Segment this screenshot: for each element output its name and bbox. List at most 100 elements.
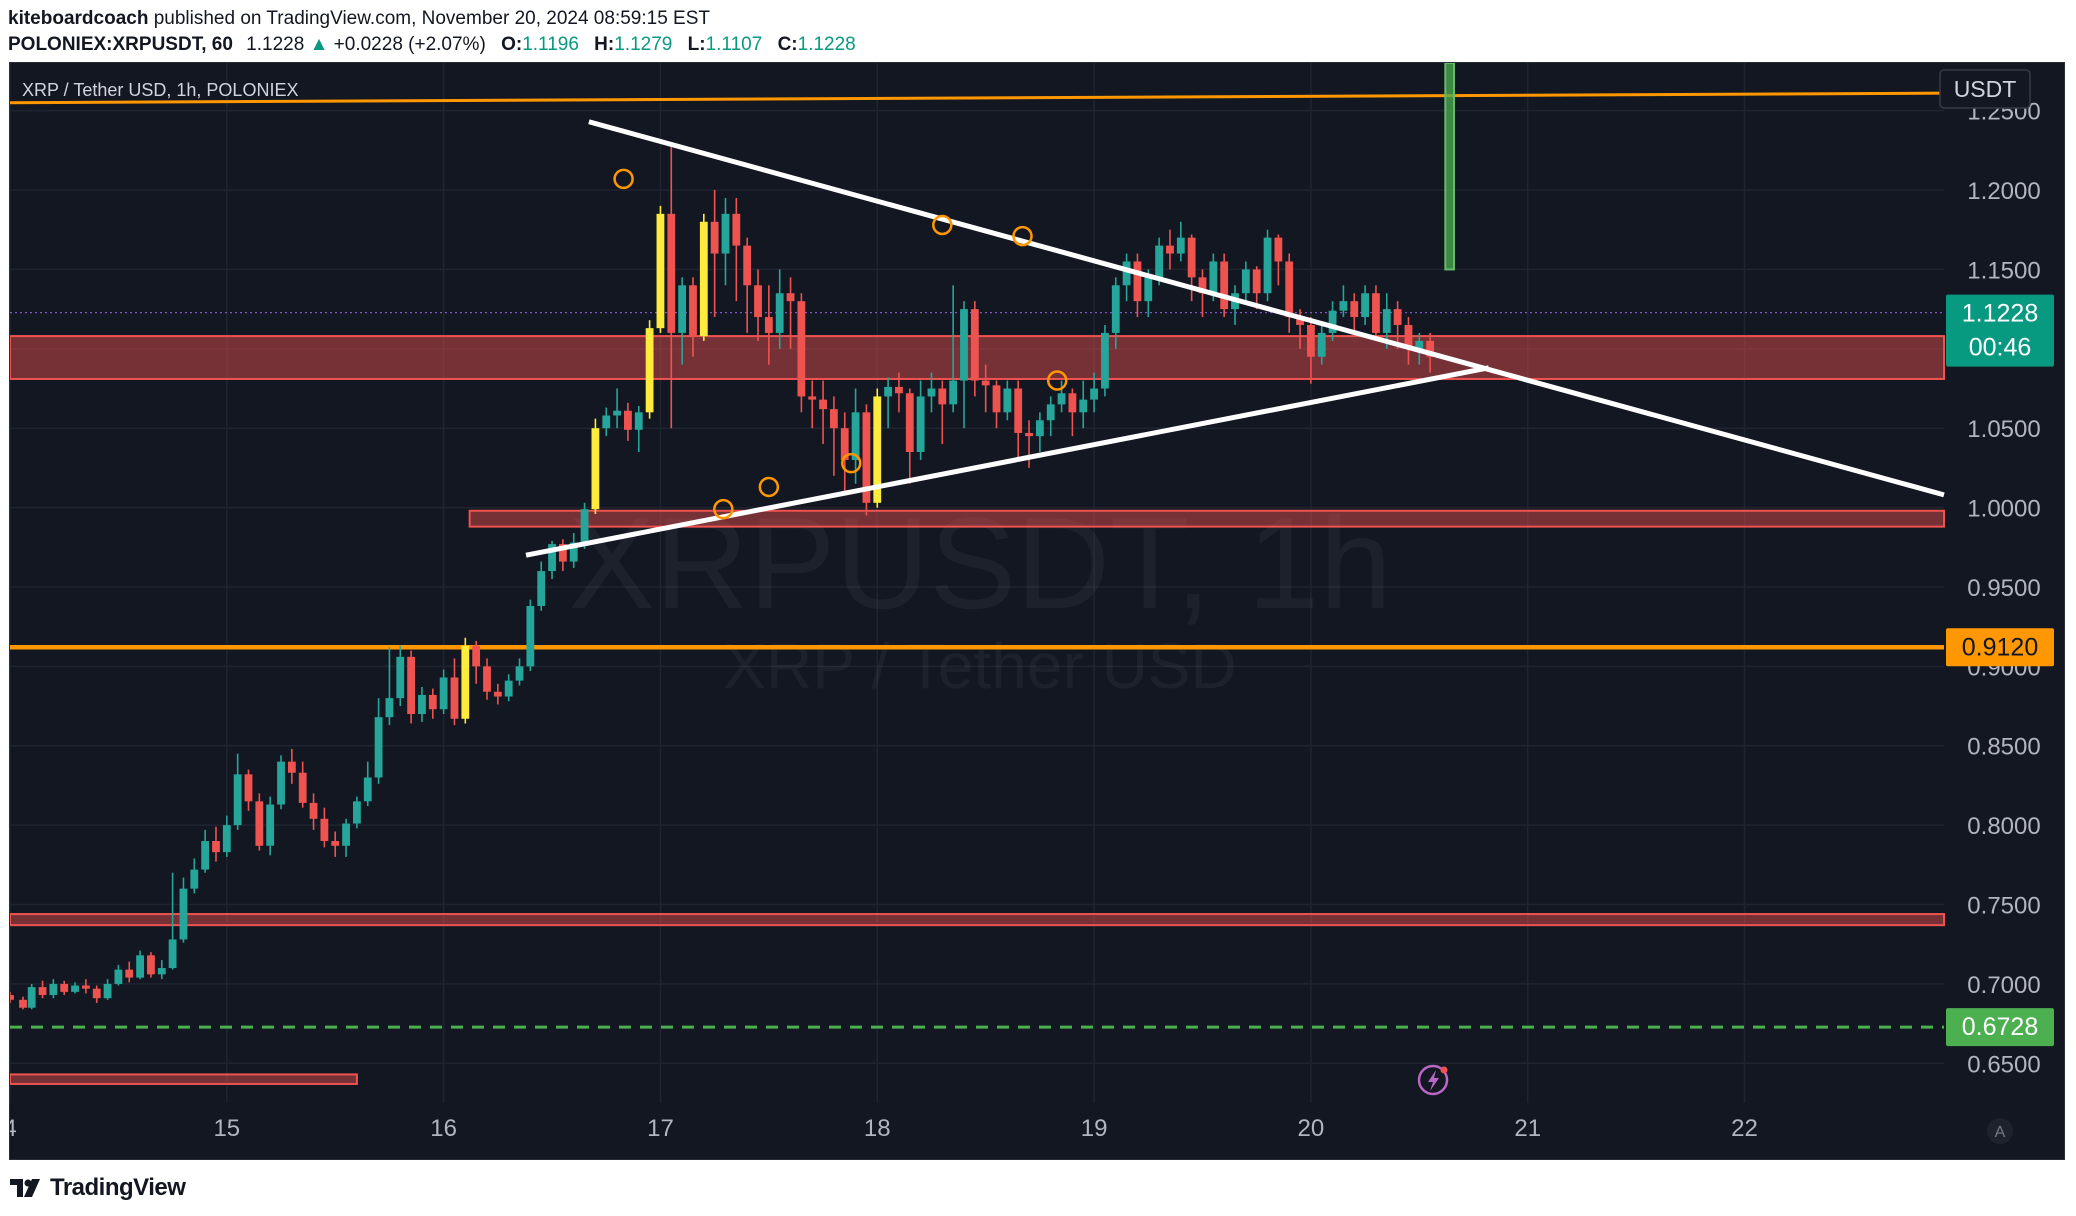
candle-body [905, 393, 914, 453]
candle-body [136, 955, 144, 978]
candle-body [244, 774, 253, 802]
candle-body [38, 987, 47, 996]
candle-body [1003, 388, 1012, 413]
orange-line-badge: 0.9120 [1946, 628, 2054, 667]
last-price: 1.1228 [246, 34, 305, 55]
candle-body [396, 656, 405, 699]
open-label: O: [501, 34, 523, 55]
candle-body [1263, 237, 1272, 294]
candle-body [732, 213, 741, 246]
candle-body [1296, 317, 1304, 325]
candle-body [634, 412, 643, 430]
close-label: C: [777, 34, 798, 55]
candle-body [493, 691, 502, 697]
candle-body [49, 983, 58, 996]
candle-body [147, 955, 155, 975]
candle-body [1176, 237, 1185, 254]
candle-body [255, 801, 264, 846]
auto-scale-button[interactable]: A [1987, 1118, 2013, 1144]
candle-body [1133, 261, 1142, 302]
price-tick-label: 1.0500 [1967, 416, 2040, 443]
candle-body [1220, 261, 1229, 310]
candle-body [667, 213, 676, 333]
candle-body [114, 969, 123, 984]
chart-header: kiteboardcoach published on TradingView.… [8, 6, 2068, 62]
up-arrow-icon: ▲ [309, 34, 329, 55]
candle-body [504, 680, 513, 697]
time-tick-label: 17 [647, 1115, 674, 1142]
high-value: 1.1279 [614, 34, 673, 55]
candle-body [743, 245, 752, 286]
candle-body [1415, 340, 1424, 349]
time-axis[interactable]: 4 15 16 17 18 19 20 21 22 [10, 1115, 1758, 1142]
candle-body [1155, 245, 1164, 278]
candle-body [960, 309, 968, 381]
trendline [588, 119, 1945, 498]
candle-body [407, 656, 416, 714]
candle-body [190, 869, 199, 889]
price-chart[interactable]: XRPUSDT, 1h XRP / Tether USD 0.6500 0.700… [10, 63, 2064, 1159]
candle-body [819, 399, 827, 410]
candle-body [1285, 261, 1294, 318]
candle-body [558, 544, 567, 562]
drawings [525, 63, 1945, 558]
candle-body [331, 841, 340, 846]
resistance-zone [10, 1073, 358, 1085]
resistance-zone [468, 509, 1945, 528]
resistance-zone [10, 913, 1945, 927]
candle-body [81, 985, 90, 989]
candle-body [1241, 269, 1250, 294]
candle-body [710, 221, 719, 254]
author-name[interactable]: kiteboardcoach [8, 8, 149, 29]
candle-body [1046, 404, 1055, 421]
time-tick-label: 22 [1731, 1115, 1758, 1142]
published-text: published on TradingView.com, November 2… [153, 8, 710, 29]
candle-body [721, 213, 730, 254]
candle-body [92, 988, 101, 999]
candle-body [1393, 309, 1402, 325]
candle-body [222, 825, 231, 853]
candle-body [895, 386, 903, 394]
candle-body [1090, 388, 1098, 400]
candle-body [266, 804, 275, 846]
swing-point-circle [1012, 225, 1033, 247]
candle-body [342, 823, 350, 846]
candle-body [1209, 261, 1218, 294]
candle-body [613, 410, 621, 416]
candle-body [201, 841, 210, 870]
candle-body [233, 774, 242, 826]
candle-body [103, 983, 112, 999]
candle-body [840, 428, 849, 460]
candle-body [678, 285, 687, 333]
orange-line-badge-text: 0.9120 [1962, 633, 2038, 661]
footer-brand: TradingView [50, 1174, 186, 1201]
tradingview-logo[interactable]: TradingView [10, 1174, 186, 1202]
candle-body [483, 666, 491, 692]
price-badges: 1.1228 00:46 0.9120 0.6728 [1946, 294, 2054, 1047]
candle-body [580, 509, 589, 543]
candle-body [385, 698, 394, 718]
watermark-sub: XRP / Tether USD [723, 630, 1236, 702]
candle-body [157, 968, 166, 975]
candle-body [439, 677, 448, 710]
currency-button[interactable]: USDT [1939, 69, 2031, 109]
candle-body [981, 380, 990, 386]
symbol-line: POLONIEX:XRPUSDT, 60 1.1228 ▲ +0.0228 (+… [8, 32, 2068, 58]
lightning-icon[interactable] [1417, 1064, 1449, 1096]
candle-body [1198, 277, 1207, 294]
candle-body [851, 412, 860, 460]
price-tick-label: 0.9500 [1967, 575, 2040, 602]
current-price-badge-text: 00:46 [1969, 334, 2032, 362]
candle-body [786, 293, 795, 302]
green-line-badge: 0.6728 [1946, 1008, 2054, 1047]
candle-body [60, 983, 69, 992]
price-tick-label: 1.0000 [1967, 496, 2040, 523]
publish-line: kiteboardcoach published on TradingView.… [8, 6, 2068, 32]
candle-body [699, 221, 708, 337]
green-line-badge-text: 0.6728 [1962, 1013, 2038, 1041]
tradingview-logo-icon [10, 1179, 40, 1197]
candle-body [1382, 309, 1391, 333]
candle-body [1339, 301, 1348, 311]
candle-body [602, 415, 611, 429]
candle-body [179, 888, 188, 940]
